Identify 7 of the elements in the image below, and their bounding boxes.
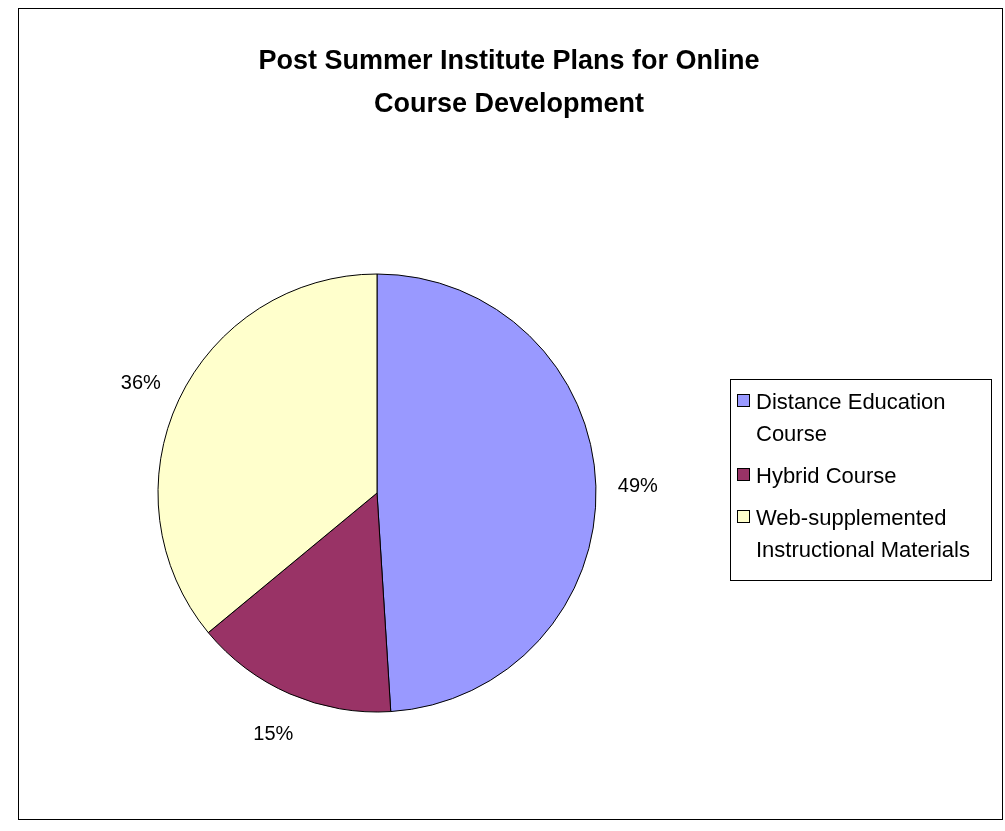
legend-label: Web-supplemented Instructional Materials	[756, 504, 971, 564]
data-label: 36%	[120, 370, 162, 393]
data-label: 15%	[253, 721, 294, 744]
legend-label: Hybrid Course	[756, 462, 897, 490]
chart-title: Post Summer Institute Plans for Online Course Development	[257, 44, 761, 120]
data-label: 49%	[617, 473, 659, 496]
legend-label: Distance Education Course	[756, 388, 947, 448]
